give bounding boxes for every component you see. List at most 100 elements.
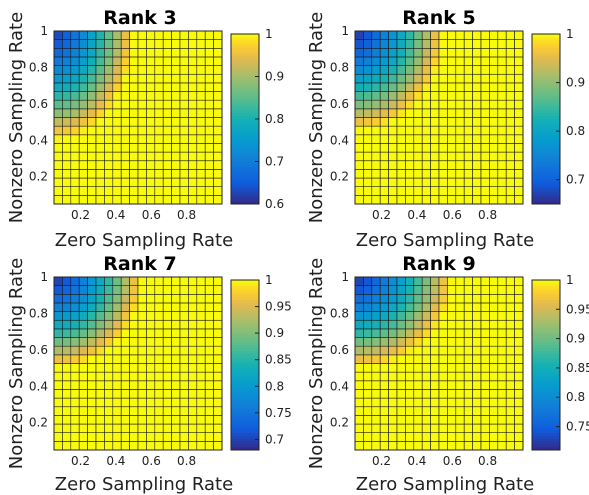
heatmap-cell <box>455 441 465 451</box>
heatmap-cell <box>472 432 482 442</box>
heatmap-cell <box>146 311 156 321</box>
heatmap-cell <box>438 186 448 196</box>
heatmap-cell <box>421 345 431 356</box>
heatmap-cell <box>62 311 72 321</box>
colorbar-band <box>532 110 560 114</box>
heatmap-cell <box>455 345 465 356</box>
heatmap-cell <box>188 319 198 330</box>
heatmap-cell <box>196 345 206 356</box>
heatmap-cell <box>129 134 139 144</box>
heatmap-cell <box>146 91 156 101</box>
heatmap-cell <box>396 143 406 153</box>
heatmap-cell <box>447 160 457 170</box>
heatmap-cell <box>463 108 473 118</box>
heatmap-cell <box>489 91 499 101</box>
colorbar-band <box>532 424 560 428</box>
heatmap-cell <box>472 293 482 304</box>
heatmap-cell <box>354 99 364 110</box>
colorbar-tick-label: 0.95 <box>566 302 589 316</box>
heatmap-cell <box>505 151 515 162</box>
heatmap-cell <box>162 441 172 451</box>
heatmap-cell <box>171 39 181 49</box>
heatmap-cell <box>438 134 448 144</box>
heatmap-cell <box>53 311 63 321</box>
heatmap-cell <box>196 91 206 101</box>
heatmap-cell <box>514 345 524 356</box>
heatmap-cell <box>95 311 105 321</box>
colorbar-band <box>532 189 560 194</box>
heatmap-cell <box>87 30 97 40</box>
heatmap-cell <box>213 337 223 347</box>
heatmap-cell <box>447 423 457 433</box>
heatmap-cell <box>379 160 389 170</box>
heatmap-cell <box>129 354 139 364</box>
heatmap-cell <box>129 371 139 382</box>
colorbar-band <box>532 48 560 52</box>
heatmap-cell <box>162 319 172 330</box>
heatmap-cell <box>204 423 214 433</box>
heatmap-cell <box>104 432 114 442</box>
heatmap-cell <box>371 151 381 162</box>
heatmap-cell <box>188 30 198 40</box>
heatmap-cell <box>354 311 364 321</box>
heatmap-cell <box>188 39 198 49</box>
colorbar-band <box>532 328 560 332</box>
heatmap-cell <box>438 108 448 118</box>
heatmap-cell <box>489 143 499 153</box>
heatmap-cell <box>188 65 198 75</box>
heatmap-cell <box>137 117 147 127</box>
heatmap-cell <box>405 30 415 40</box>
heatmap-cell <box>146 363 156 373</box>
heatmap-cell <box>62 337 72 347</box>
heatmap-cell <box>120 285 130 295</box>
heatmap-cell <box>413 73 423 84</box>
heatmap-cell <box>396 134 406 144</box>
heatmap-cell <box>53 108 63 118</box>
colorbar-band <box>231 379 259 383</box>
heatmap-cell <box>413 91 423 101</box>
heatmap-cell <box>154 406 164 416</box>
heatmap-cell <box>396 328 406 338</box>
heatmap-cell <box>53 406 63 416</box>
heatmap-cell <box>129 363 139 373</box>
heatmap-cell <box>430 337 440 347</box>
heatmap-cell <box>363 380 373 390</box>
heatmap-cell <box>95 56 105 66</box>
heatmap-cell <box>112 195 122 205</box>
heatmap-cell <box>171 406 181 416</box>
heatmap-cell <box>463 406 473 416</box>
heatmap-cell <box>480 47 490 58</box>
heatmap-cell <box>204 397 214 408</box>
heatmap-cell <box>472 125 482 136</box>
heatmap-cell <box>120 337 130 347</box>
heatmap-cell <box>480 177 490 188</box>
heatmap-cell <box>396 406 406 416</box>
heatmap-cell <box>480 143 490 153</box>
heatmap-cell <box>120 319 130 330</box>
heatmap-cell <box>396 169 406 179</box>
colorbar-band <box>532 68 560 72</box>
heatmap-cell <box>396 380 406 390</box>
heatmap-cell <box>213 389 223 399</box>
heatmap-cell <box>405 56 415 66</box>
heatmap-cell <box>413 441 423 451</box>
colorbar-band <box>532 302 560 306</box>
heatmap-cell <box>129 293 139 304</box>
heatmap-cell <box>497 56 507 66</box>
chart-title: Rank 9 <box>402 253 475 275</box>
colorbar-band <box>532 350 560 355</box>
heatmap-cell <box>53 99 63 110</box>
heatmap-cell <box>438 73 448 84</box>
heatmap-cell <box>213 345 223 356</box>
heatmap-cell <box>388 65 398 75</box>
heatmap-cell <box>514 311 524 321</box>
heatmap-cell <box>396 99 406 110</box>
heatmap-cell <box>371 285 381 295</box>
heatmap-cell <box>53 169 63 179</box>
heatmap-cell <box>489 151 499 162</box>
heatmap-cell <box>196 293 206 304</box>
heatmap-cell <box>447 108 457 118</box>
heatmap-cell <box>371 345 381 356</box>
heatmap-cell <box>70 285 80 295</box>
heatmap-cell <box>204 47 214 58</box>
